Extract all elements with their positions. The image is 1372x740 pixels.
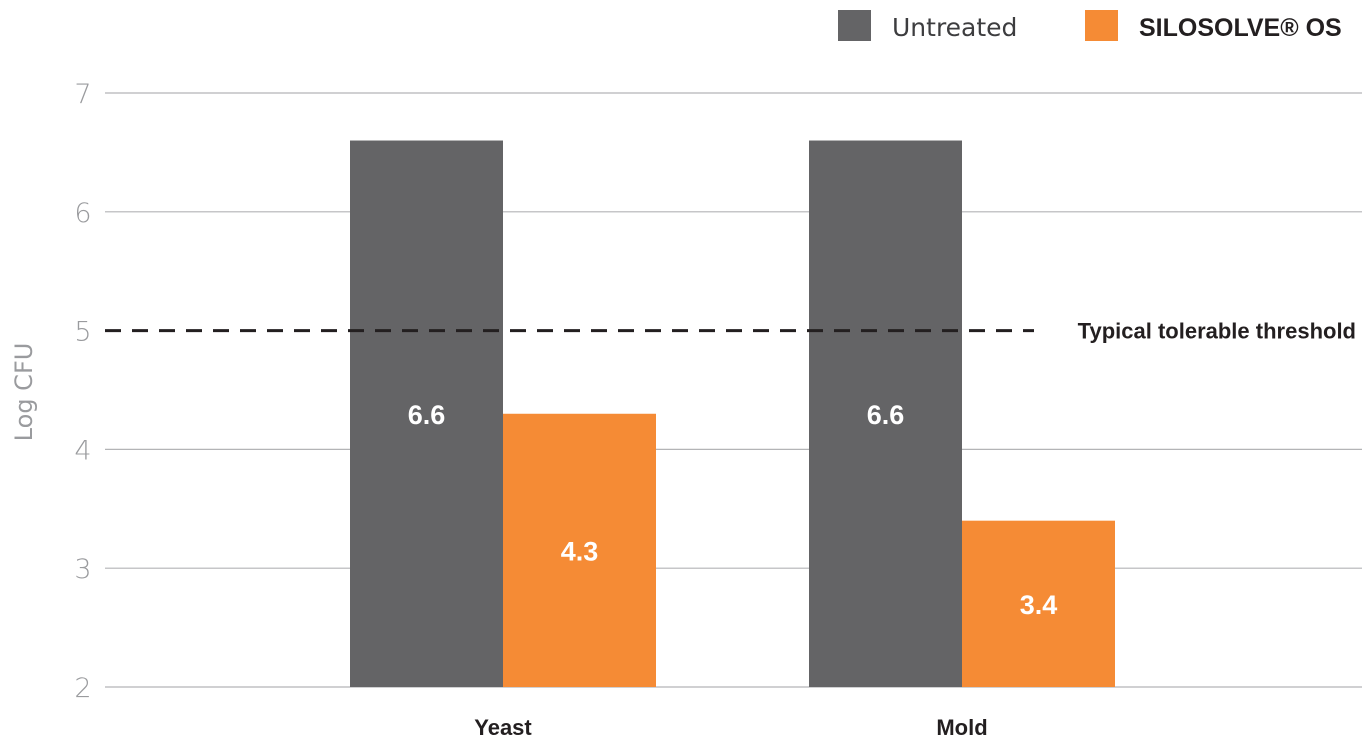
x-category-label-yeast: Yeast (474, 715, 532, 740)
legend-swatch-silosolve (1085, 10, 1118, 41)
x-category-label-mold: Mold (936, 715, 987, 740)
bar-mold-untreated (809, 140, 962, 687)
legend-label-silosolve: SILOSOLVE® OS (1139, 14, 1342, 42)
y-tick-label-3: 3 (74, 554, 91, 585)
threshold: Typical tolerable threshold (105, 319, 1356, 344)
legend-swatch-untreated (838, 10, 871, 41)
y-tick-label-4: 4 (74, 435, 91, 466)
bar-mold-silosolve (962, 520, 1115, 687)
legend: Untreated SILOSOLVE® OS (838, 10, 1342, 42)
bar-value-label: 4.3 (561, 536, 599, 566)
y-tick-label-5: 5 (74, 317, 91, 348)
y-tick-label-7: 7 (74, 79, 91, 110)
bar-yeast-silosolve (503, 413, 656, 687)
x-axis-categories: Yeast Mold (474, 715, 987, 740)
threshold-label: Typical tolerable threshold (1078, 319, 1356, 344)
y-axis-ticks: 2 3 4 5 6 7 (74, 79, 91, 704)
bar-value-label: 6.6 (408, 400, 446, 430)
bar-value-label: 6.6 (867, 400, 905, 430)
y-axis-title: Log CFU (10, 343, 38, 442)
y-tick-label-2: 2 (74, 673, 91, 704)
bars: 6.6 6.6 4.3 3.4 (350, 140, 1115, 687)
bar-yeast-untreated (350, 140, 503, 687)
y-tick-label-6: 6 (74, 198, 91, 229)
bar-value-label: 3.4 (1020, 590, 1058, 620)
legend-label-untreated: Untreated (892, 13, 1017, 42)
gridlines (105, 92, 1362, 688)
